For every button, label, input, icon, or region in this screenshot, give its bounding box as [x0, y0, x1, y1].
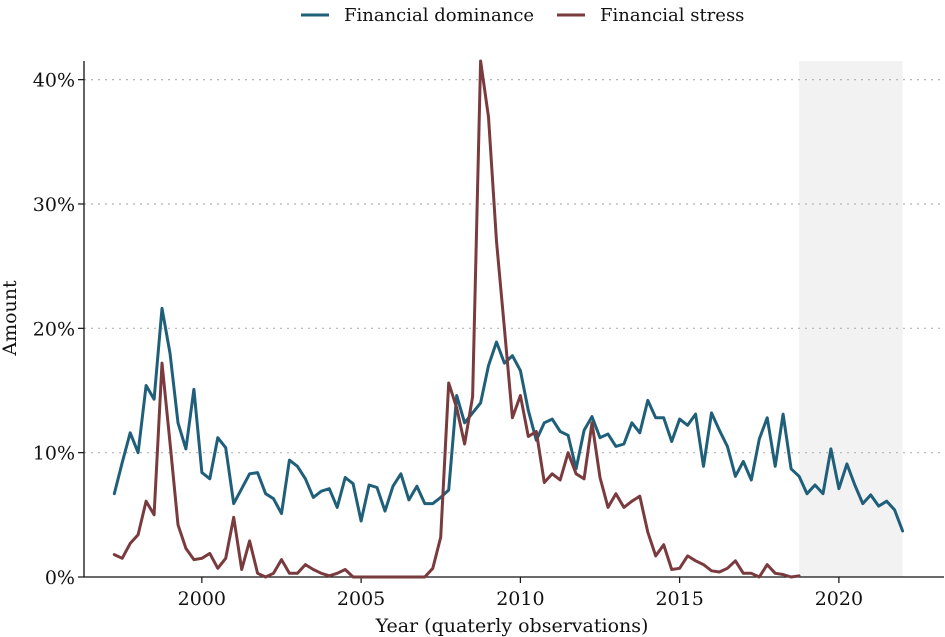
y-tick-label-1: 10%: [33, 443, 75, 465]
series-line-financial-dominance: [112, 306, 905, 533]
y-tick-label-3: 30%: [33, 194, 75, 216]
x-tick-label-1: 2005: [337, 588, 385, 610]
y-tick-label-4: 40%: [33, 70, 75, 92]
y-axis-ticks: 0% 10% 20% 30% 40%: [33, 70, 84, 589]
series-lines: [112, 59, 905, 579]
series-line-financial-stress: [112, 59, 801, 579]
x-axis-title: Year (quaterly observations): [375, 615, 649, 637]
x-axis-ticks: 2000 2005 2010 2015 2020: [178, 577, 863, 610]
legend-label-0: Financial dominance: [344, 5, 534, 26]
shaded-region: [799, 61, 903, 577]
y-axis-title: Amount: [0, 280, 21, 357]
legend: Financial dominance Financial stress: [301, 5, 744, 26]
x-tick-label-0: 2000: [178, 588, 226, 610]
y-tick-label-0: 0%: [45, 567, 75, 589]
legend-label-1: Financial stress: [600, 5, 744, 26]
x-tick-label-2: 2010: [496, 588, 544, 610]
x-tick-label-4: 2020: [815, 588, 863, 610]
x-tick-label-3: 2015: [655, 588, 703, 610]
y-tick-label-2: 20%: [33, 318, 75, 340]
